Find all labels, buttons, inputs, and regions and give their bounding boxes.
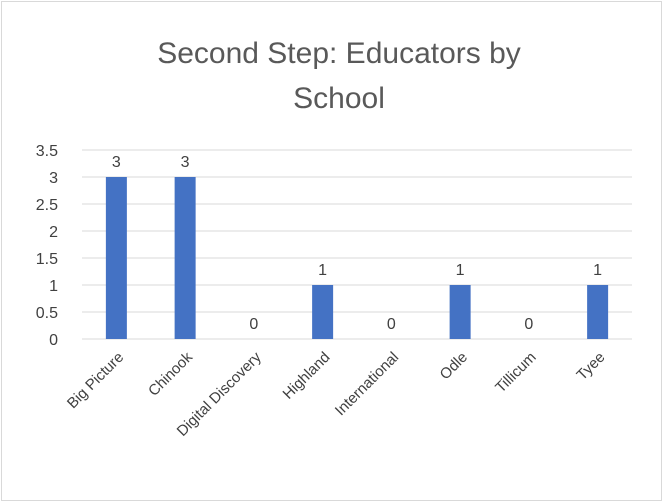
y-tick-label: 3.5 [36,143,58,160]
bar [174,177,196,339]
y-tick-label: 0 [49,332,58,349]
data-label: 1 [593,262,602,279]
y-tick-label: 0.5 [36,305,58,322]
bar [587,285,609,339]
chart-title-line-1: Second Step: Educators by [157,37,521,70]
chart-title-line-2: School [293,82,385,115]
data-label: 1 [456,262,465,279]
bar [449,285,471,339]
data-label: 3 [181,154,190,171]
category-label: Chinook [145,348,196,399]
category-label: Big Picture [64,349,127,412]
y-tick-label: 1 [49,278,58,295]
category-label: International [332,349,402,419]
y-tick-label: 1.5 [36,251,58,268]
data-label: 0 [387,316,396,333]
data-label: 1 [318,262,327,279]
y-tick-label: 2 [49,224,58,241]
data-label: 0 [524,316,533,333]
category-label: Tillicum [492,349,540,397]
data-label: 3 [112,154,121,171]
category-label: Highland [280,349,334,403]
y-tick-label: 3 [49,170,58,187]
bar [105,177,127,339]
category-label: Tyee [573,349,608,384]
data-label: 0 [249,316,258,333]
category-label: Odle [437,349,471,383]
y-tick-label: 2.5 [36,197,58,214]
bar [312,285,334,339]
